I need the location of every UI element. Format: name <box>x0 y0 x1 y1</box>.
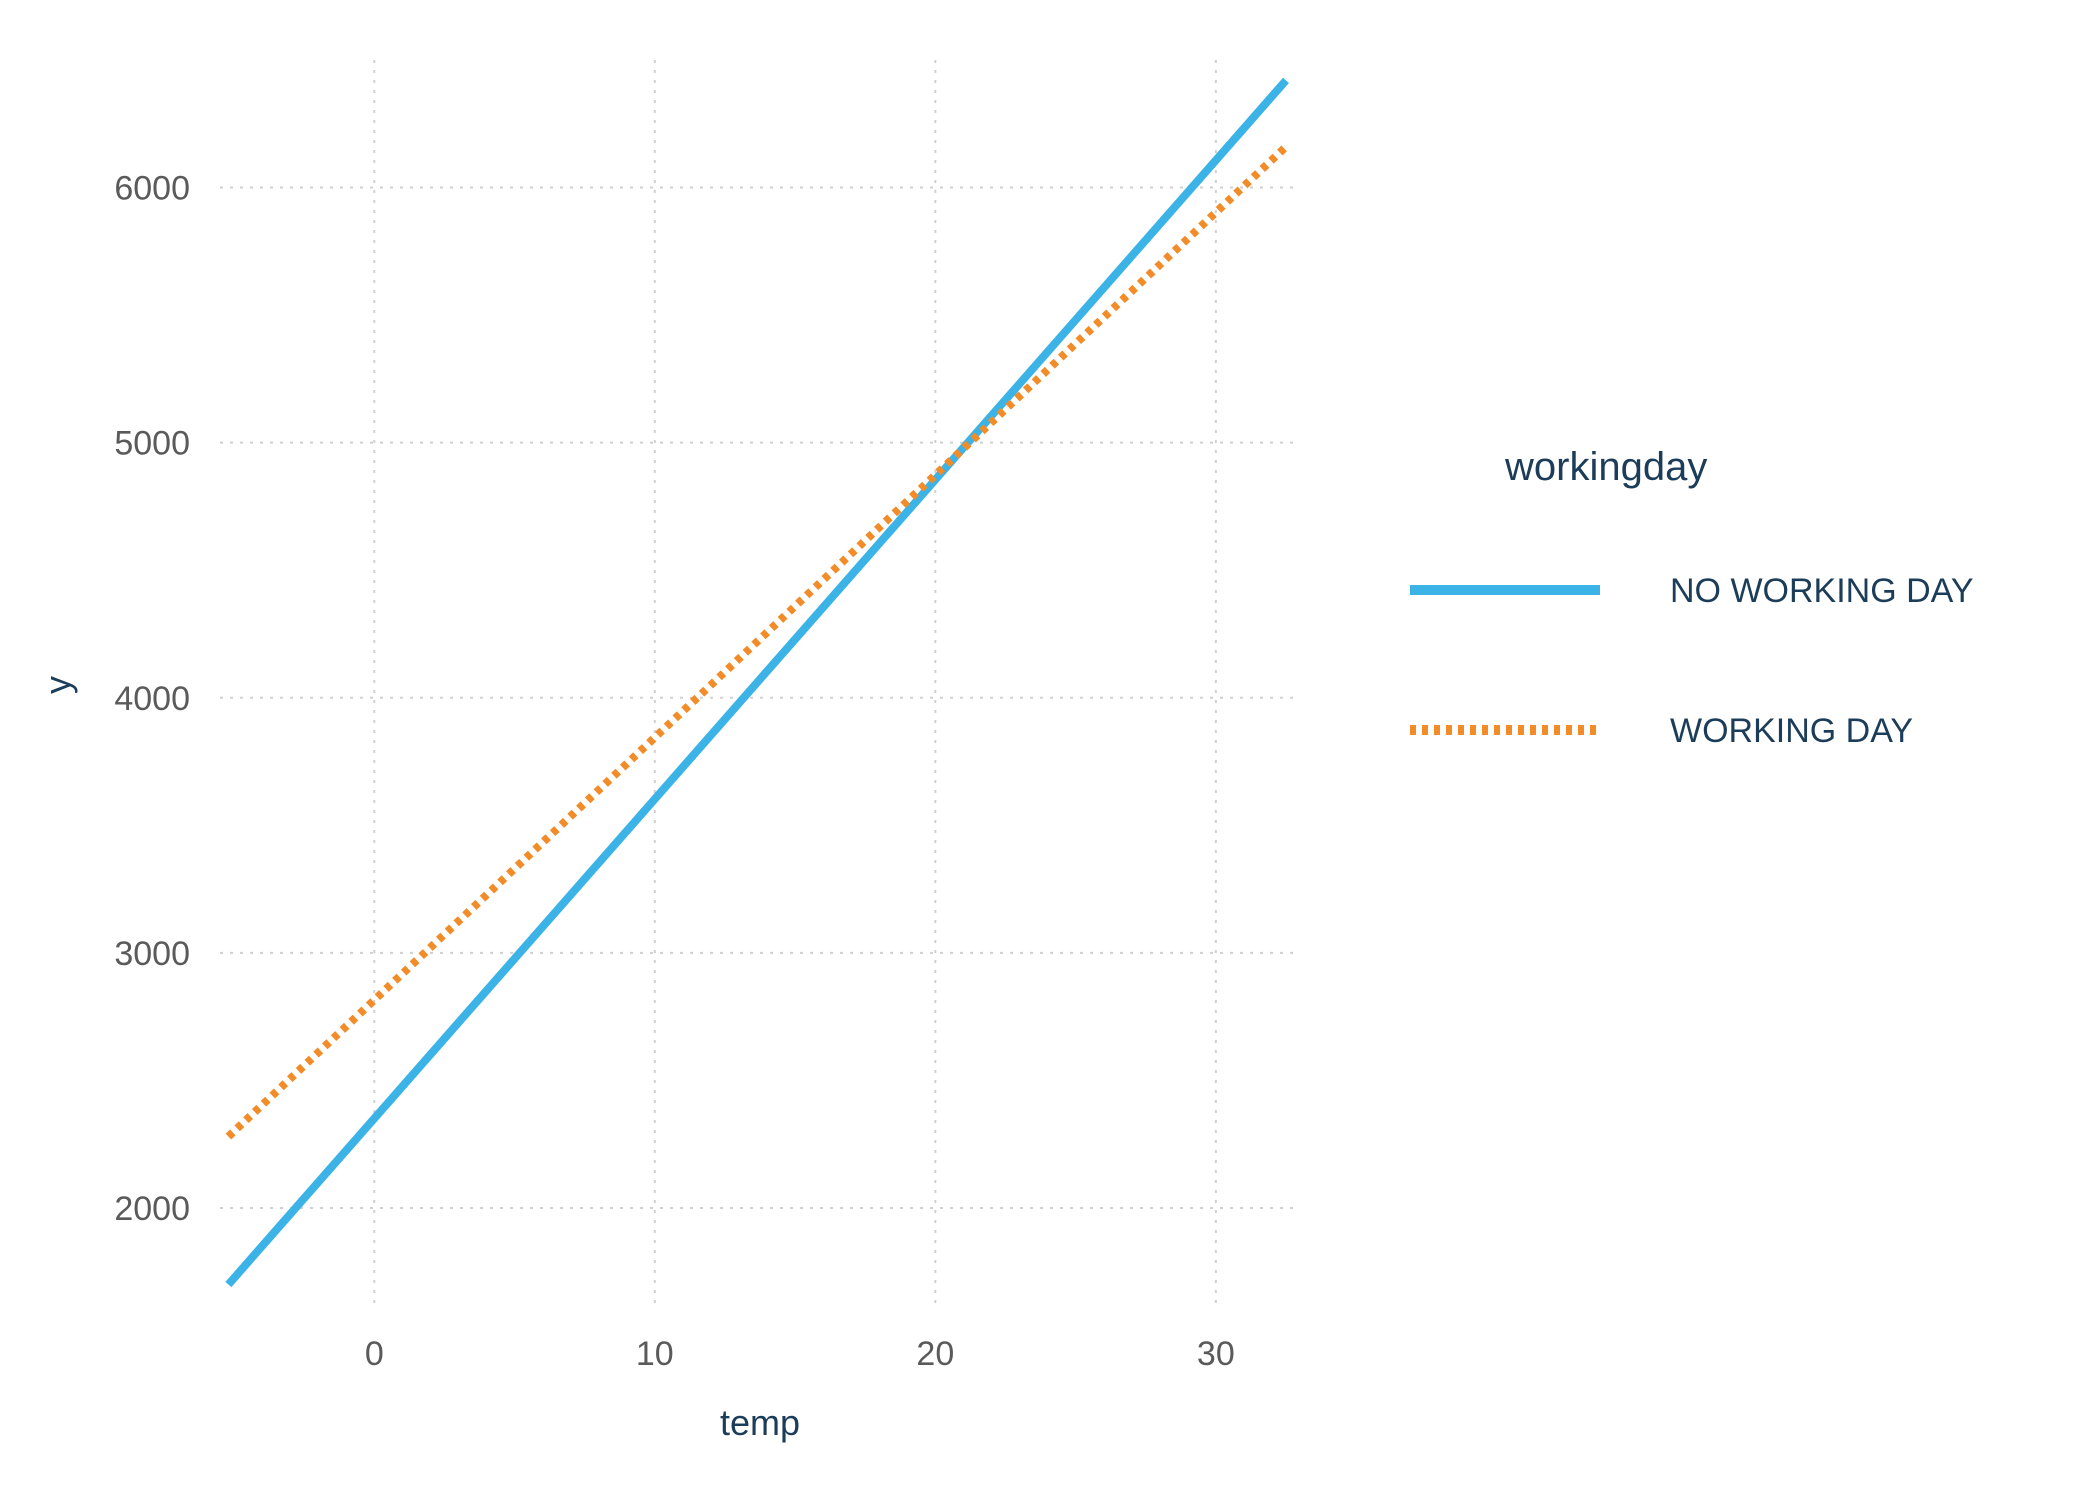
y-axis-label: y <box>37 676 78 694</box>
y-tick-label: 2000 <box>114 1190 190 1228</box>
legend-label-no_working_day: NO WORKING DAY <box>1670 572 1974 610</box>
y-tick-label: 3000 <box>114 935 190 973</box>
y-tick-label: 5000 <box>114 425 190 463</box>
legend-title: workingday <box>1504 445 1707 489</box>
x-tick-label: 30 <box>1197 1335 1235 1373</box>
x-tick-label: 10 <box>636 1335 674 1373</box>
x-axis-label: temp <box>720 1402 800 1443</box>
x-tick-label: 20 <box>916 1335 954 1373</box>
x-tick-label: 0 <box>365 1335 384 1373</box>
chart-svg: 0 10 20 30 2000 3000 4000 5000 6000 temp y workingd… <box>0 0 2100 1500</box>
legend-label-working_day: WORKING DAY <box>1670 712 1913 750</box>
y-tick-label: 6000 <box>114 170 190 208</box>
y-tick-label: 4000 <box>114 680 190 718</box>
chart-background <box>0 0 2100 1500</box>
line-chart: 0 10 20 30 2000 3000 4000 5000 6000 temp y workingd… <box>0 0 2100 1500</box>
